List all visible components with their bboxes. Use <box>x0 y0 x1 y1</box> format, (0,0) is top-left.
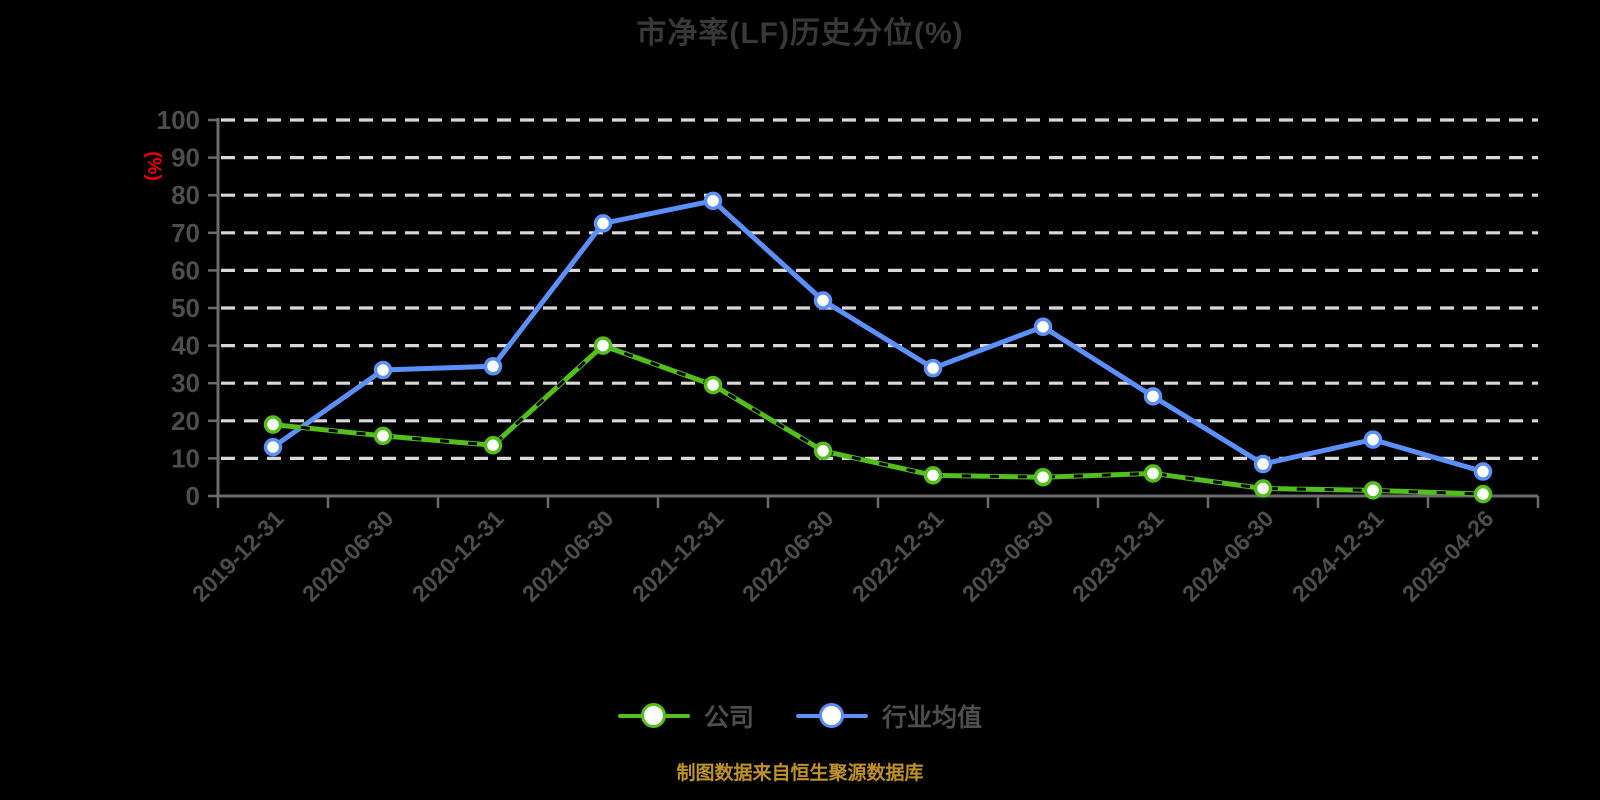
x-tick-label: 2023-06-30 <box>957 505 1059 607</box>
y-tick-label: 50 <box>171 293 200 323</box>
industry-avg-data-point <box>263 437 283 457</box>
company-data-point <box>1033 467 1053 487</box>
industry-avg-data-point <box>813 291 833 310</box>
y-tick-label: 10 <box>171 443 200 473</box>
industry-avg-data-point <box>703 191 723 211</box>
company-data-point <box>263 415 283 434</box>
company-data-point <box>1143 464 1163 483</box>
legend: 公司 行业均值 <box>0 698 1600 734</box>
x-tick-label: 2024-12-31 <box>1287 505 1389 607</box>
industry-avg-data-point <box>373 360 393 380</box>
company-data-point <box>593 336 613 355</box>
x-tick-label: 2020-06-30 <box>297 505 399 607</box>
legend-label-company: 公司 <box>703 704 754 732</box>
x-tick-label: 2022-06-30 <box>737 505 839 607</box>
company-dash-overlay <box>272 344 1484 496</box>
company-legend-dot <box>640 703 666 728</box>
gridlines <box>221 118 1538 460</box>
industry-avg-data-point <box>1033 317 1053 337</box>
company-data-point <box>813 441 833 461</box>
legend-label-industry-average: 行业均值 <box>882 704 983 732</box>
industry-avg-data-point <box>1253 454 1273 474</box>
industry-avg-data-point <box>1143 387 1163 406</box>
chart-title: 市净率(LF)历史分位(%) <box>636 17 964 50</box>
y-tick-label: 30 <box>171 368 200 398</box>
company-data-point <box>703 375 723 395</box>
company-legend-marker-icon <box>617 701 690 731</box>
series-industry-avg <box>263 191 1493 481</box>
x-tick-label: 2019-12-31 <box>187 505 289 607</box>
industry-avg-data-point <box>1363 430 1383 449</box>
industry-avg-data-point <box>923 358 943 378</box>
y-tick-label: 80 <box>171 180 200 210</box>
industry-avg-data-point <box>483 357 503 376</box>
x-tick-label: 2025-04-26 <box>1397 505 1499 607</box>
y-tick-label: 0 <box>186 481 200 511</box>
company-data-point <box>483 435 503 455</box>
line-chart-plot: 0 10 20 30 40 50 60 70 80 90 100 2019-12-31 2020-06-… <box>157 105 1540 607</box>
y-tick-label: 70 <box>171 218 200 248</box>
x-tick-label: 2021-06-30 <box>517 505 619 607</box>
company-data-point <box>373 426 393 446</box>
industry-avg-line <box>270 198 1486 475</box>
y-tick-label: 90 <box>171 143 200 173</box>
legend-item-industry-average[interactable]: 行业均值 <box>796 698 982 734</box>
y-tick-label: 40 <box>171 331 200 361</box>
industry-avg-data-point <box>1473 462 1493 481</box>
data-source-note: 制图数据来自恒生聚源数据库 <box>676 763 924 784</box>
y-tick-label: 100 <box>157 105 200 135</box>
industry-average-legend-dot <box>819 703 844 728</box>
x-tick-label: 2024-06-30 <box>1177 505 1279 607</box>
x-tick-label: 2022-12-31 <box>847 505 949 607</box>
industry-average-legend-marker-icon <box>796 701 868 731</box>
legend-item-company[interactable]: 公司 <box>617 698 754 734</box>
company-data-point <box>1363 481 1383 500</box>
x-tick-label: 2021-12-31 <box>627 505 729 607</box>
axes: 0 10 20 30 40 50 60 70 80 90 100 2019-12-31 2020-06-… <box>157 105 1540 607</box>
x-tick-label: 2020-12-31 <box>407 505 509 607</box>
series-company <box>263 336 1493 504</box>
industry-avg-data-point <box>593 214 613 233</box>
company-data-point <box>923 466 943 485</box>
x-tick-label: 2023-12-31 <box>1067 505 1169 607</box>
y-tick-label: 20 <box>171 406 200 436</box>
y-tick-label: 60 <box>171 255 200 285</box>
company-data-point <box>1253 479 1273 498</box>
company-data-point <box>1473 484 1493 504</box>
